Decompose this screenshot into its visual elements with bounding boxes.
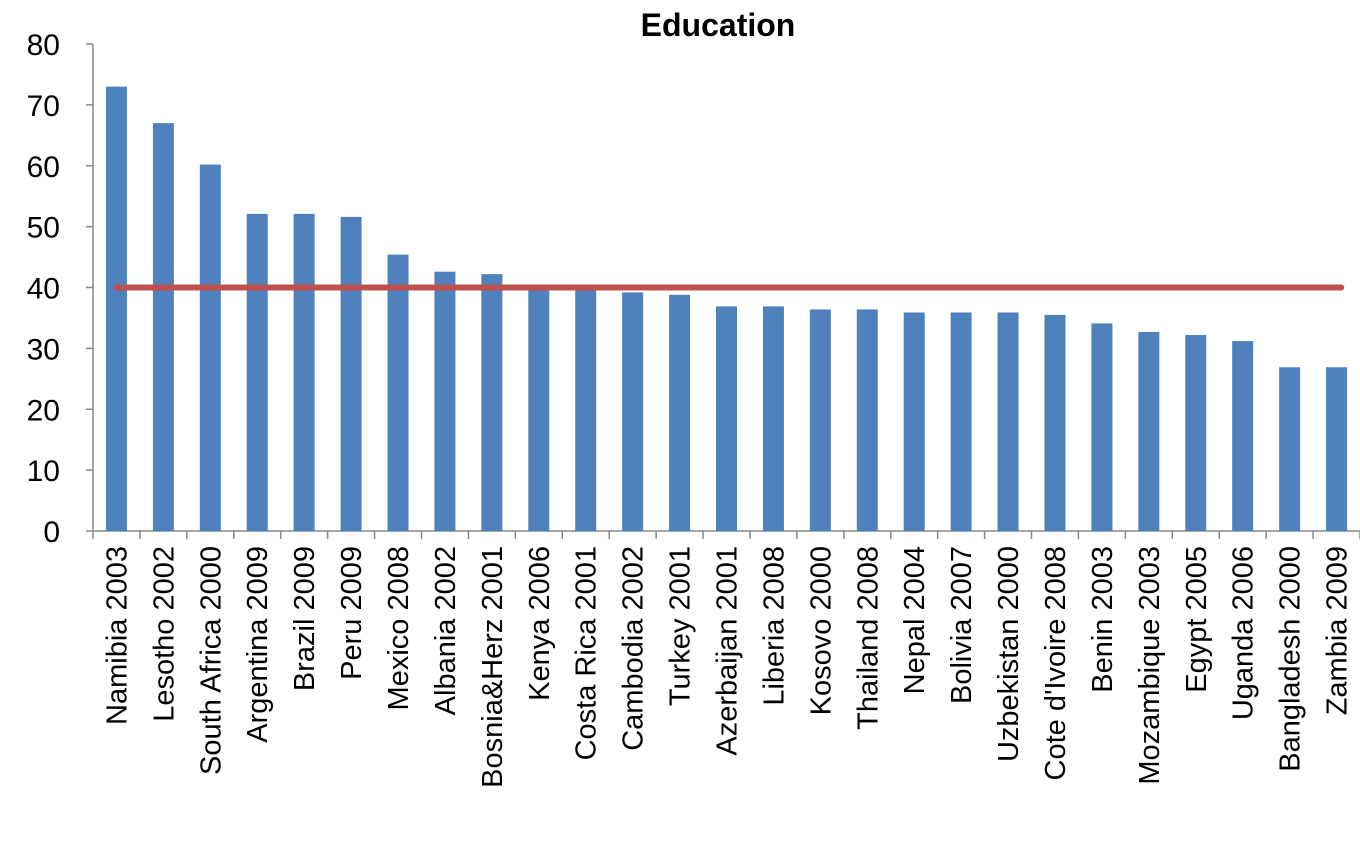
bar-4 <box>246 213 268 531</box>
bar-24 <box>1185 334 1207 531</box>
x-tick-label: Egypt 2005 <box>1181 546 1213 693</box>
bar-13 <box>669 294 691 531</box>
x-tick-label: Cambodia 2002 <box>618 546 650 751</box>
x-tick-label: Azerbaijan 2001 <box>712 546 744 756</box>
bar-12 <box>622 292 644 531</box>
bar-5 <box>293 213 315 531</box>
bar-9 <box>481 274 503 531</box>
bar-2 <box>152 123 174 531</box>
y-tick-label: 10 <box>27 455 60 488</box>
x-tick-label: Zambia 2009 <box>1322 546 1354 715</box>
x-tick-label: Argentina 2009 <box>242 546 274 743</box>
x-tick-label: Bangladesh 2000 <box>1275 546 1307 772</box>
bar-15 <box>762 306 784 531</box>
y-tick-label: 20 <box>27 394 60 427</box>
x-tick-label: Peru 2009 <box>336 546 368 680</box>
x-tick-label: Mozambique 2003 <box>1134 546 1166 785</box>
x-tick-labels: Namibia 2003 Lesotho 2002 South Africa 200… <box>101 546 1353 788</box>
y-tick-label: 30 <box>27 333 60 366</box>
bar-19 <box>950 312 972 531</box>
bar-17 <box>856 309 878 531</box>
x-tick-label: Bolivia 2007 <box>946 546 978 704</box>
x-tick-label: Nepal 2004 <box>899 546 931 694</box>
x-tick-label: Uganda 2006 <box>1228 546 1260 720</box>
bar-6 <box>340 216 362 531</box>
x-tick-label: Liberia 2008 <box>758 546 790 706</box>
bar-21 <box>1044 314 1066 531</box>
bar-25 <box>1232 341 1254 531</box>
bar-16 <box>809 309 831 531</box>
x-tick-label: Namibia 2003 <box>101 546 133 725</box>
x-tick-label: Bosnia&Herz 2001 <box>477 546 509 788</box>
x-tick-label: Brazil 2009 <box>289 546 321 691</box>
bar-20 <box>997 312 1019 531</box>
bar-1 <box>105 86 127 532</box>
bar-27 <box>1326 367 1348 531</box>
x-axis <box>92 530 1360 539</box>
x-tick-label: Costa Rica 2001 <box>571 546 603 760</box>
bar-11 <box>575 287 597 531</box>
x-tick-label: Mexico 2008 <box>383 546 415 710</box>
x-tick-label: Cote d'Ivoire 2008 <box>1040 546 1072 780</box>
x-tick-label: Albania 2002 <box>430 546 462 715</box>
x-tick-label: Thailand 2008 <box>852 546 884 730</box>
x-tick-label: Benin 2003 <box>1087 546 1119 693</box>
bar-23 <box>1138 331 1160 531</box>
bar-14 <box>716 306 737 531</box>
x-tick-label: Kenya 2006 <box>524 546 556 701</box>
y-tick-label: 80 <box>27 29 60 62</box>
y-tick-label: 40 <box>27 273 60 306</box>
y-tick-label: 70 <box>27 90 60 123</box>
bar-22 <box>1091 323 1113 531</box>
bar-10 <box>528 286 550 531</box>
bar-18 <box>903 312 925 531</box>
bar-3 <box>199 164 221 531</box>
y-tick-label: 0 <box>43 516 60 549</box>
y-tick-label: 50 <box>27 212 60 245</box>
chart-title: Education <box>641 7 796 43</box>
bar-8 <box>434 271 456 531</box>
bar-7 <box>387 254 409 531</box>
x-tick-label: Uzbekistan 2000 <box>993 546 1025 762</box>
y-axis: 0 10 20 30 40 50 60 70 80 <box>27 29 94 549</box>
bars <box>105 86 1348 532</box>
bar-26 <box>1279 367 1301 531</box>
y-tick-label: 60 <box>27 151 60 184</box>
x-tick-label: South Africa 2000 <box>195 546 227 775</box>
x-tick-label: Lesotho 2002 <box>148 546 180 722</box>
x-tick-label: Kosovo 2000 <box>805 546 837 715</box>
x-tick-label: Turkey 2001 <box>665 546 697 706</box>
